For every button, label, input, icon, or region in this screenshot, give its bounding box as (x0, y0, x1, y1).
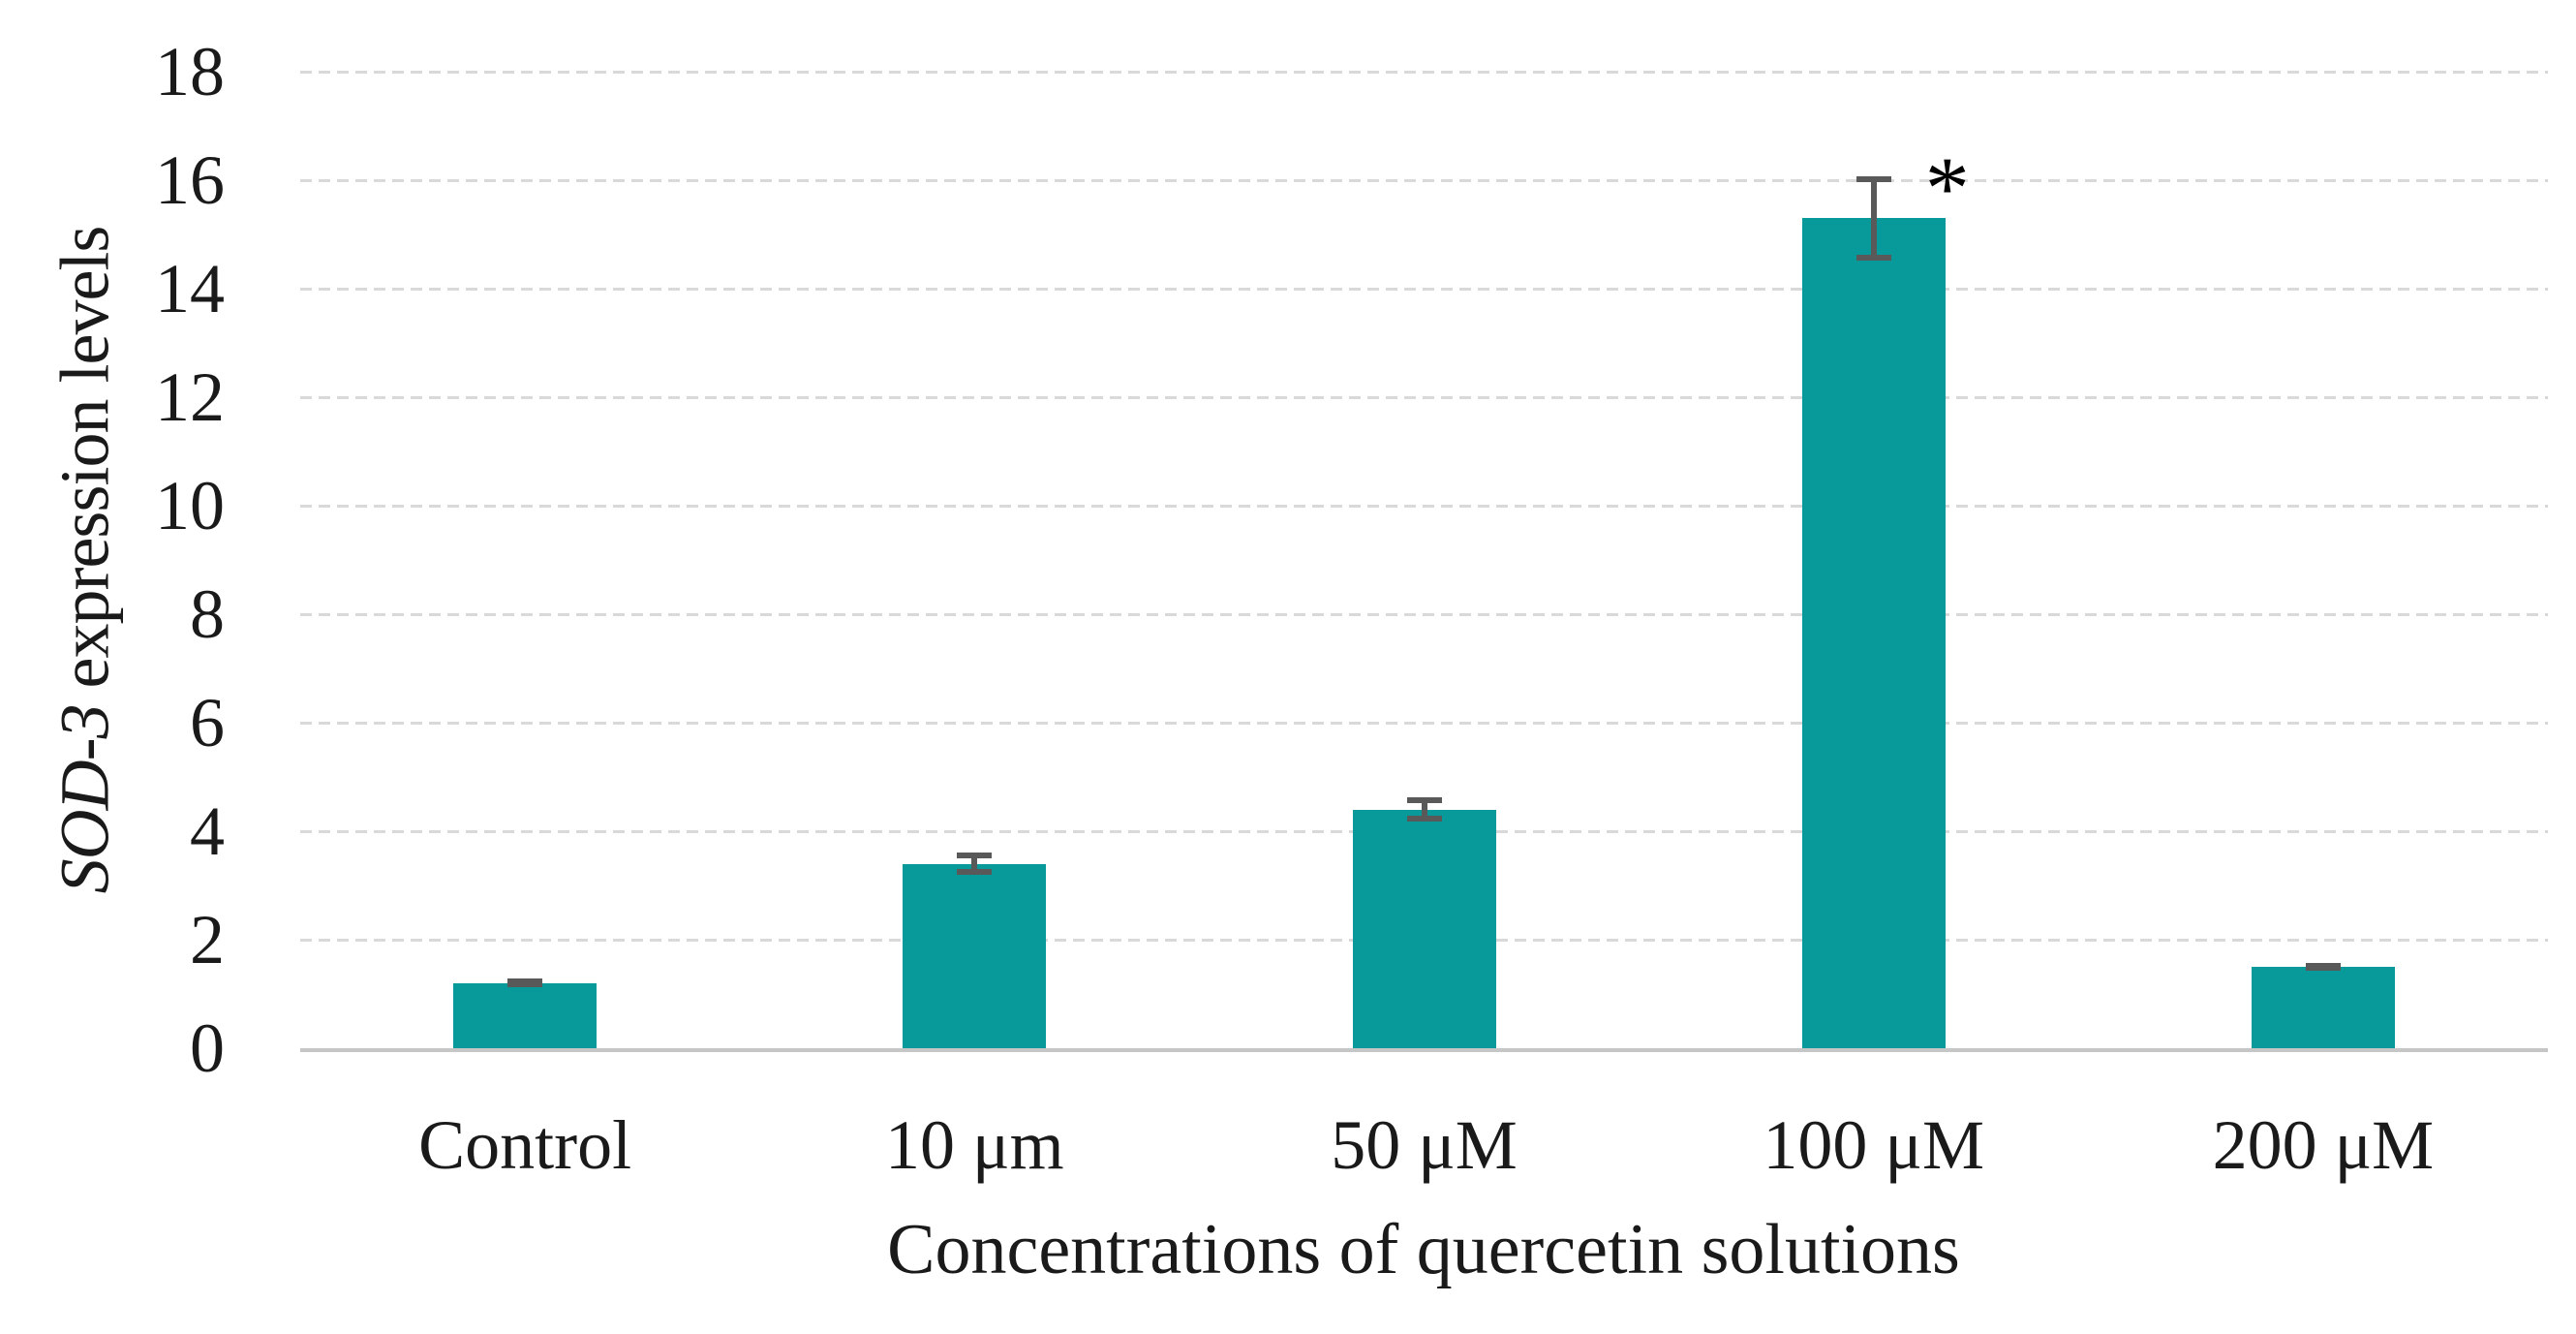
x-tick-label-5: 200 μM (2212, 1106, 2435, 1184)
y-tick-label-10: 10 (155, 467, 225, 544)
y-tick-label-18: 18 (155, 33, 225, 110)
error-bar-cap-bottom-5 (2305, 965, 2341, 972)
gridline-y-18 (300, 71, 2548, 74)
x-tick-label-2: 10 μm (884, 1106, 1064, 1184)
x-tick-label-1: Control (418, 1106, 632, 1184)
error-bar-cap-bottom-3 (1406, 815, 1442, 822)
bar-1 (453, 982, 598, 1048)
bar-5 (2251, 967, 2395, 1048)
error-bar-cap-bottom-1 (507, 981, 543, 988)
bar-2 (903, 863, 1047, 1048)
error-bar-cap-top-2 (957, 853, 993, 859)
x-axis-title: Concentrations of quercetin solutions (887, 1210, 1960, 1289)
y-tick-label-8: 8 (190, 575, 225, 653)
plot-area: * (300, 71, 2548, 1052)
y-tick-label-0: 0 (190, 1009, 225, 1087)
significance-asterisk-1: * (1924, 139, 1970, 238)
gridline-y-14 (300, 288, 2548, 291)
error-bar-cap-bottom-4 (1855, 254, 1891, 261)
y-tick-label-16: 16 (155, 141, 225, 219)
error-bar-cap-top-3 (1406, 797, 1442, 804)
error-bar-line-4 (1870, 175, 1877, 261)
gridline-y-6 (300, 722, 2548, 725)
error-bar-line-2 (971, 853, 978, 875)
error-bar-cap-top-4 (1855, 175, 1891, 182)
x-tick-label-3: 50 μM (1331, 1106, 1518, 1184)
gridline-y-10 (300, 505, 2548, 508)
y-tick-label-2: 2 (190, 901, 225, 978)
y-tick-label-12: 12 (155, 358, 225, 436)
y-tick-label-14: 14 (155, 250, 225, 327)
y-tick-label-6: 6 (190, 684, 225, 761)
y-tick-label-4: 4 (190, 792, 225, 870)
x-tick-label-4: 100 μM (1763, 1106, 1984, 1184)
bar-4 (1801, 218, 1946, 1048)
error-bar-cap-bottom-2 (957, 868, 993, 875)
gridline-y-8 (300, 613, 2548, 616)
gridline-y-16 (300, 179, 2548, 182)
gridline-y-12 (300, 396, 2548, 399)
error-bar-line-3 (1421, 797, 1427, 822)
bar-3 (1352, 809, 1496, 1048)
